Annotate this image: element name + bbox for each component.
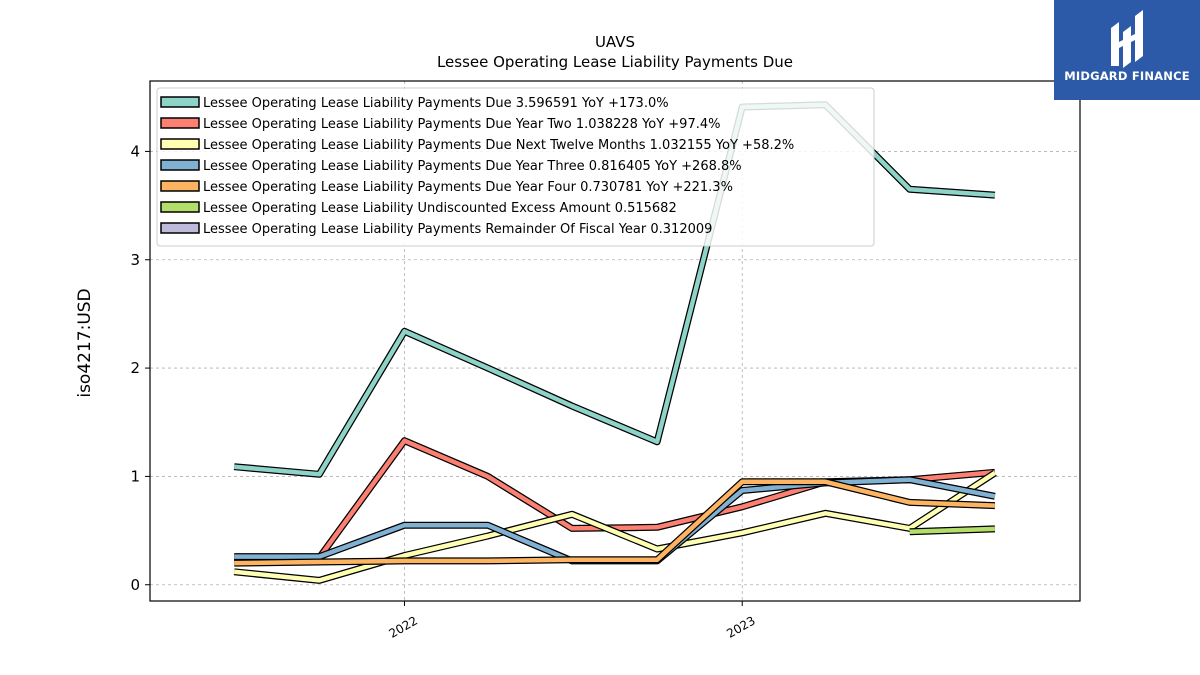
legend-box (156, 87, 875, 247)
brand-name: MIDGARD FINANCE (1064, 69, 1190, 83)
legend-entry: Lessee Operating Lease Liability Undisco… (203, 201, 677, 216)
legend: Lessee Operating Lease Liability Payment… (156, 87, 875, 247)
series-line-5 (909, 526, 995, 534)
series-line-4 (234, 479, 995, 566)
series-line-1 (234, 438, 996, 560)
y-tick-label: 2 (130, 359, 140, 377)
y-tick-label: 0 (130, 576, 140, 594)
legend-entry: Lessee Operating Lease Liability Payment… (203, 117, 720, 132)
series-line-2 (233, 471, 997, 583)
legend-swatch (160, 180, 200, 192)
legend-swatch (160, 222, 200, 234)
y-axis-label: iso4217:USD (75, 288, 95, 397)
legend-entry: Lessee Operating Lease Liability Payment… (203, 222, 712, 237)
x-tick-label: 2023 (724, 613, 757, 640)
brand-logo: MIDGARD FINANCE (1054, 0, 1200, 100)
legend-entry: Lessee Operating Lease Liability Payment… (203, 180, 733, 195)
series-line-outline (234, 437, 996, 562)
legend-entry: Lessee Operating Lease Liability Payment… (203, 96, 669, 111)
legend-swatch (160, 117, 200, 129)
legend-entry: Lessee Operating Lease Liability Payment… (203, 159, 742, 174)
legend-swatch (160, 159, 200, 171)
legend-swatch (160, 96, 200, 108)
y-tick-label: 4 (130, 142, 140, 160)
plot-frame (149, 80, 1081, 602)
legend-swatch (160, 201, 200, 213)
brand-mark-icon (1111, 10, 1143, 68)
legend-swatch (160, 138, 200, 150)
y-tick-label: 3 (130, 251, 140, 269)
x-tick-label: 2022 (387, 613, 420, 640)
chart-title: UAVS (595, 33, 635, 51)
y-tick-label: 1 (130, 467, 140, 485)
legend-entry: Lessee Operating Lease Liability Payment… (203, 138, 794, 153)
chart-subtitle: Lessee Operating Lease Liability Payment… (437, 53, 793, 71)
